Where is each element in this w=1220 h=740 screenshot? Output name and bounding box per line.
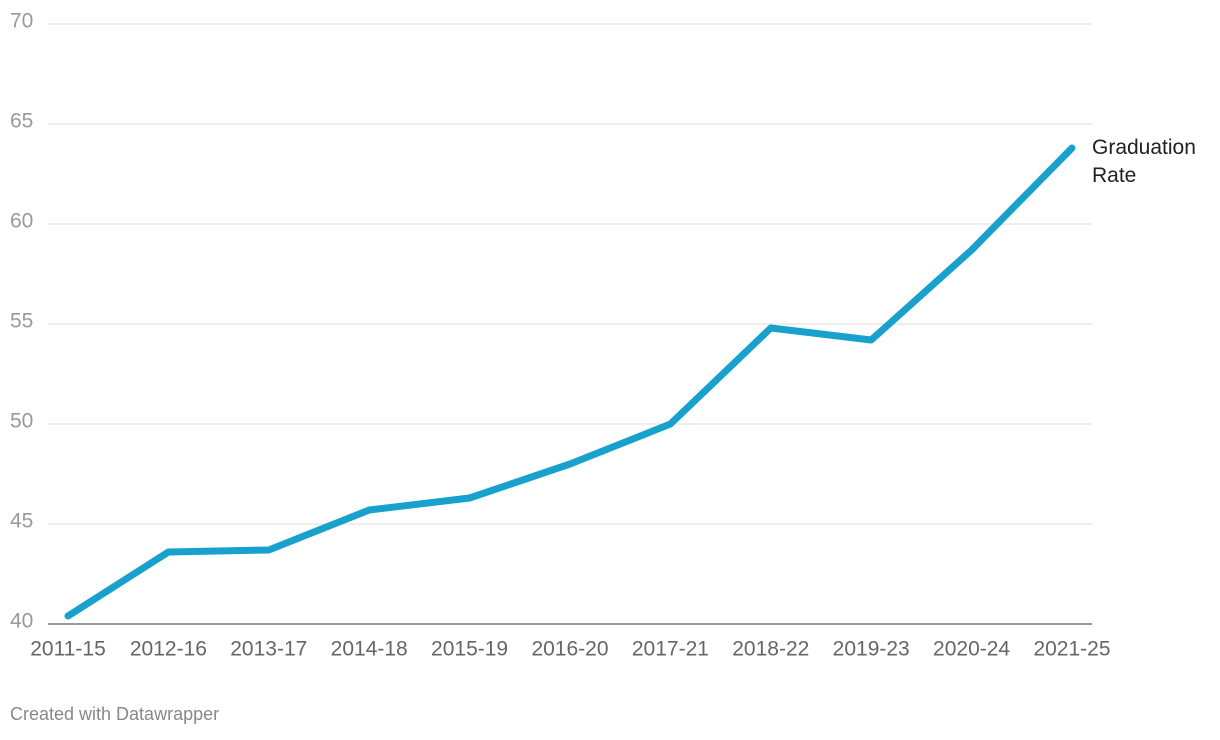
x-tick-label: 2011-15 xyxy=(30,638,106,661)
x-tick-label: 2019-23 xyxy=(833,638,910,661)
line xyxy=(64,144,1076,620)
x-tick-label: 2015-19 xyxy=(431,638,508,661)
x-tick-label: 2017-21 xyxy=(632,638,709,661)
y-tick-label: 40 xyxy=(10,610,33,633)
x-tick-label: 2016-20 xyxy=(531,638,608,661)
y-tick-label: 50 xyxy=(10,410,33,433)
series-label: Graduation Rate xyxy=(1092,136,1196,187)
footer: Created with Datawrapper xyxy=(10,704,220,724)
y-tick-label: 45 xyxy=(10,510,33,533)
x-tick-label: 2014-18 xyxy=(331,638,408,661)
x-tick-label: 2018-22 xyxy=(732,638,809,661)
y-tick-label: 60 xyxy=(10,210,33,233)
y-tick-label: 65 xyxy=(10,110,33,133)
x-tick-label: 2012-16 xyxy=(130,638,207,661)
y-tick-label: 55 xyxy=(10,310,33,333)
x-tick-label: 2013-17 xyxy=(230,638,307,661)
x-tick-label: 2020-24 xyxy=(933,638,1010,661)
x-tick-label: 2021-25 xyxy=(1033,638,1110,661)
y-tick-label: 70 xyxy=(10,10,33,33)
